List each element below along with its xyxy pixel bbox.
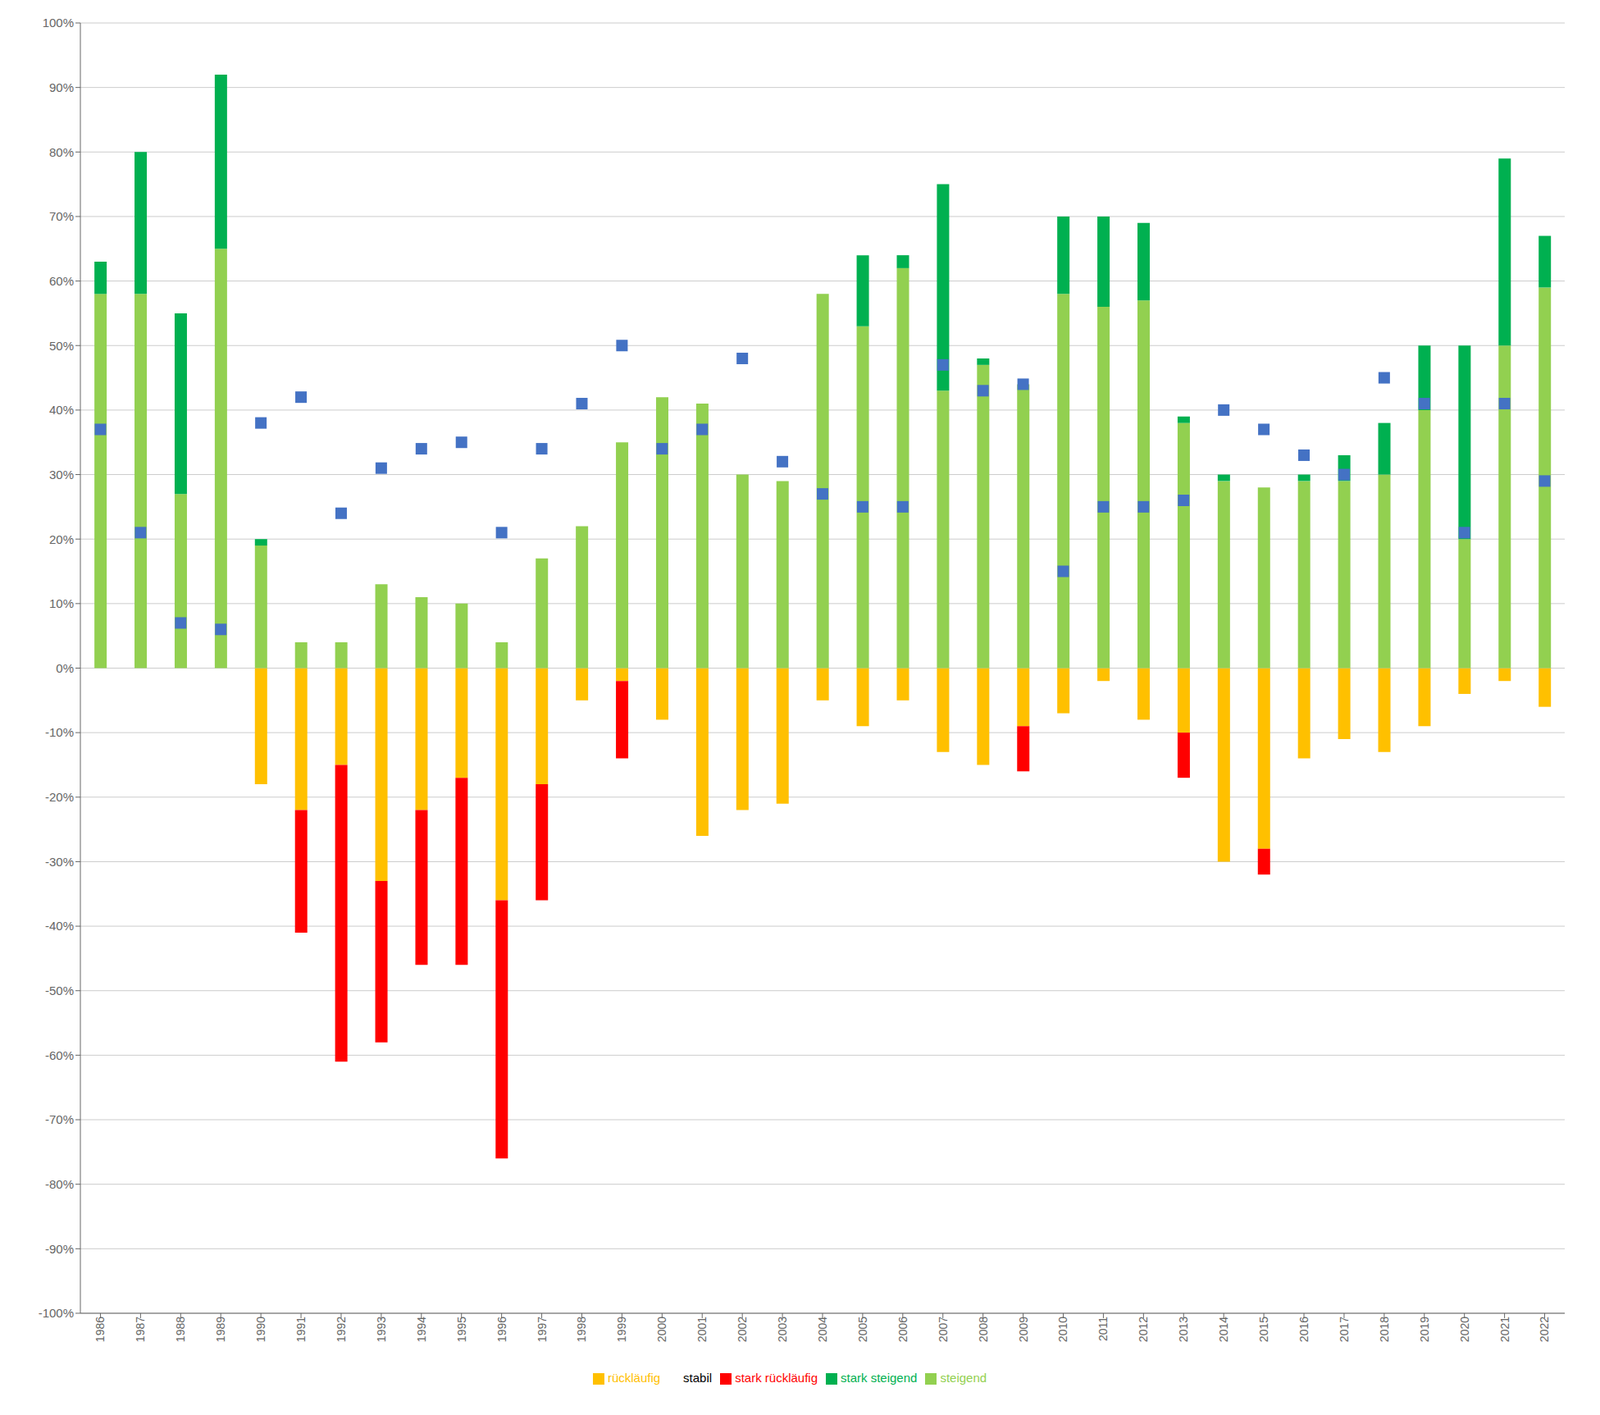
svg-text:1998: 1998 [574, 1316, 589, 1342]
svg-text:1990: 1990 [254, 1316, 268, 1342]
svg-text:-80%: -80% [45, 1176, 74, 1191]
html-text:stark steigend: stark steigend [840, 1370, 918, 1385]
svg-text:2013: 2013 [1176, 1316, 1190, 1342]
svg-text:1996: 1996 [495, 1316, 509, 1342]
svg-text:2006: 2006 [896, 1316, 910, 1342]
svg-text:30%: 30% [49, 467, 74, 482]
svg-text:1988: 1988 [173, 1316, 187, 1342]
svg-text:2015: 2015 [1257, 1316, 1271, 1342]
svg-text:2021: 2021 [1498, 1316, 1512, 1342]
svg-text:2000: 2000 [655, 1316, 669, 1342]
svg-text:2018: 2018 [1377, 1316, 1391, 1342]
svg-text:-30%: -30% [45, 854, 74, 869]
svg-text:-10%: -10% [45, 724, 74, 739]
svg-text:2022: 2022 [1537, 1316, 1551, 1342]
svg-text:90%: 90% [49, 80, 74, 95]
svg-text:1999: 1999 [615, 1316, 629, 1342]
svg-text:2004: 2004 [815, 1316, 830, 1342]
html-text:steigend: steigend [940, 1370, 987, 1385]
html-text:stark rückläufig: stark rückläufig [734, 1370, 818, 1385]
svg-text:1987: 1987 [133, 1316, 147, 1342]
svg-text:2003: 2003 [775, 1316, 789, 1342]
svg-text:70%: 70% [49, 209, 74, 224]
svg-text:80%: 80% [49, 145, 74, 160]
svg-text:-90%: -90% [45, 1241, 74, 1256]
svg-text:2017: 2017 [1337, 1316, 1351, 1342]
svg-text:50%: 50% [49, 338, 74, 353]
svg-text:0%: 0% [55, 660, 74, 675]
svg-text:2019: 2019 [1417, 1316, 1432, 1342]
svg-text:1989: 1989 [214, 1316, 228, 1342]
svg-text:20%: 20% [49, 532, 74, 547]
svg-text:-100%: -100% [38, 1305, 74, 1320]
html-text:stabil: stabil [683, 1370, 712, 1385]
svg-text:2009: 2009 [1016, 1316, 1031, 1342]
svg-text:2001: 2001 [695, 1316, 709, 1342]
svg-text:2011: 2011 [1096, 1316, 1110, 1341]
svg-text:-40%: -40% [45, 918, 74, 933]
html-text:rückläufig: rückläufig [607, 1370, 661, 1385]
svg-text:2007: 2007 [936, 1316, 950, 1342]
svg-text:2010: 2010 [1056, 1316, 1070, 1342]
svg-text:2002: 2002 [735, 1316, 749, 1342]
svg-text:1986: 1986 [93, 1316, 107, 1342]
svg-text:10%: 10% [49, 596, 74, 611]
svg-text:1993: 1993 [374, 1316, 388, 1342]
svg-text:2016: 2016 [1297, 1316, 1311, 1342]
svg-text:1992: 1992 [334, 1316, 348, 1342]
svg-text:2020: 2020 [1458, 1316, 1472, 1342]
svg-text:2005: 2005 [856, 1316, 870, 1342]
svg-text:2008: 2008 [976, 1316, 990, 1342]
svg-text:-70%: -70% [45, 1112, 74, 1126]
svg-text:40%: 40% [49, 402, 74, 417]
svg-text:-50%: -50% [45, 983, 74, 998]
svg-text:-60%: -60% [45, 1048, 74, 1063]
svg-text:60%: 60% [49, 273, 74, 288]
svg-text:1994: 1994 [414, 1316, 429, 1342]
svg-text:100%: 100% [42, 15, 74, 30]
svg-text:1995: 1995 [455, 1316, 469, 1342]
svg-text:2014: 2014 [1217, 1316, 1231, 1342]
svg-text:1991: 1991 [294, 1316, 308, 1342]
svg-text:1997: 1997 [535, 1316, 549, 1342]
svg-text:2012: 2012 [1136, 1316, 1150, 1342]
svg-text:-20%: -20% [45, 789, 74, 804]
